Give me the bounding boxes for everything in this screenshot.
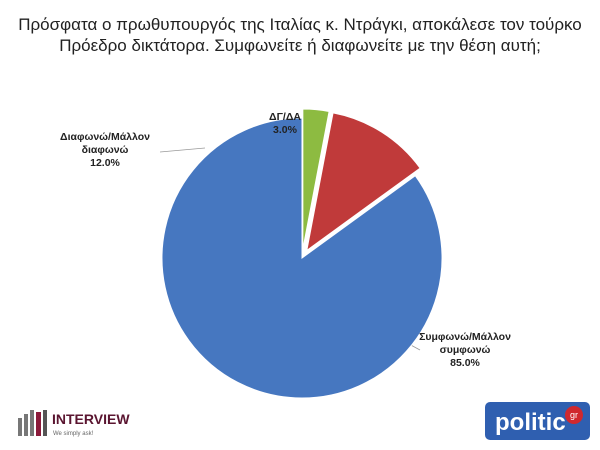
leader-line: [159, 147, 206, 153]
logo-text: INTERVIEW: [52, 411, 130, 427]
pie-slice: [306, 112, 421, 252]
value-label: 12.0%: [90, 157, 120, 169]
logo-text: politic: [495, 409, 566, 436]
chart-title: Πρόσφατα ο πρωθυπουργός της Ιταλίας κ. Ν…: [18, 15, 582, 55]
slice-label: Συμφωνώ/Μάλλον συμφωνώ 85.0%: [405, 331, 525, 370]
pie-slice: [302, 108, 330, 250]
politic-logo: politic gr: [485, 402, 590, 440]
slice-label: Διαφωνώ/Μάλλον διαφωνώ 12.0%: [45, 131, 165, 170]
value-label: 3.0%: [273, 124, 297, 136]
logo-tagline: We simply ask!: [53, 431, 94, 437]
pie-slice: [161, 117, 443, 399]
logo-suffix: gr: [570, 410, 578, 420]
category-label: Συμφωνώ/Μάλλον συμφωνώ: [419, 331, 511, 356]
slice-label: ΔΓ/ΔΑ 3.0%: [265, 111, 305, 137]
value-label: 85.0%: [450, 357, 480, 369]
interview-logo: INTERVIEW We simply ask!: [18, 410, 130, 437]
category-label: ΔΓ/ΔΑ: [269, 111, 301, 123]
category-label: Διαφωνώ/Μάλλον διαφωνώ: [60, 131, 150, 156]
